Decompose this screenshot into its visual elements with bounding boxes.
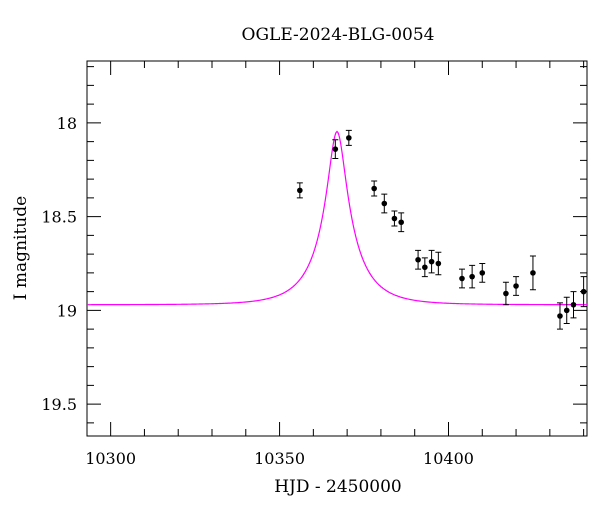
- y-tick-label: 19.5: [41, 395, 77, 414]
- y-tick-label: 18: [57, 114, 77, 133]
- point-marker: [563, 307, 570, 314]
- x-tick-label: 10400: [423, 449, 474, 468]
- point-marker: [371, 185, 377, 192]
- point-marker: [513, 283, 519, 289]
- data-point: [398, 212, 405, 233]
- model-curve-layer: [87, 130, 587, 306]
- data-point: [421, 257, 428, 278]
- point-marker: [346, 135, 352, 141]
- x-tick-label: 10350: [254, 449, 305, 468]
- data-point: [415, 249, 422, 270]
- data-point: [332, 139, 339, 159]
- data-point: [502, 281, 509, 306]
- point-marker: [422, 264, 428, 271]
- y-tick-label: 18.5: [41, 208, 77, 227]
- data-point: [435, 251, 442, 276]
- x-tick-label: 10300: [85, 449, 136, 468]
- point-marker: [391, 215, 398, 222]
- data-point: [529, 255, 536, 291]
- y-tick-label: 19: [57, 301, 77, 320]
- data-point: [381, 193, 388, 214]
- data-point: [345, 129, 352, 146]
- chart-title: OGLE-2024-BLG-0054: [242, 25, 435, 45]
- point-marker: [570, 301, 577, 308]
- data-point: [556, 302, 563, 330]
- point-marker: [398, 219, 404, 226]
- point-marker: [479, 270, 486, 276]
- data-point: [513, 276, 520, 296]
- axis-ticks-layer: 10300 10350 10400 18 18.5 19 19.5: [41, 61, 587, 468]
- point-marker: [297, 187, 303, 194]
- point-marker: [503, 290, 509, 297]
- data-point: [296, 182, 303, 199]
- data-point: [570, 291, 577, 319]
- data-points-layer: [296, 129, 587, 330]
- data-point: [391, 210, 398, 227]
- data-point: [428, 249, 435, 274]
- data-point: [459, 268, 465, 289]
- point-marker: [381, 200, 388, 207]
- plot-frame: [86, 60, 588, 437]
- point-marker: [469, 273, 475, 280]
- data-point: [371, 180, 378, 197]
- model-curve: [87, 130, 587, 306]
- point-marker: [530, 270, 536, 276]
- y-axis-label: I magnitude: [11, 196, 31, 300]
- data-point: [563, 296, 570, 324]
- point-marker: [459, 275, 465, 282]
- point-marker: [415, 256, 421, 263]
- data-point: [479, 263, 486, 283]
- data-point: [469, 264, 476, 289]
- point-marker: [435, 260, 442, 267]
- point-marker: [557, 313, 563, 319]
- point-marker: [332, 146, 339, 152]
- x-axis-label: HJD - 2450000: [274, 477, 402, 497]
- point-marker: [428, 258, 435, 265]
